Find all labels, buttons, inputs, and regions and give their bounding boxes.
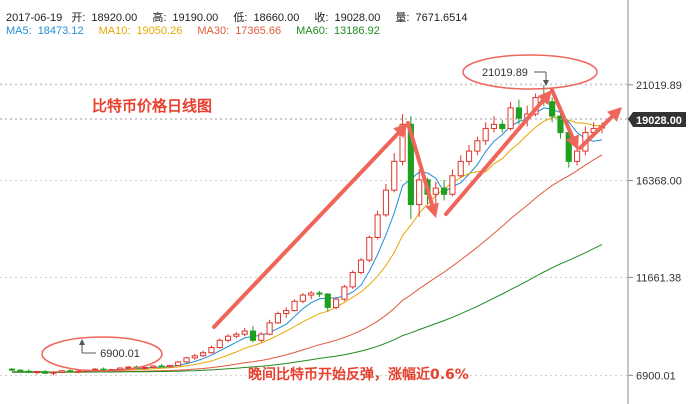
candle xyxy=(333,297,340,310)
ma30-line xyxy=(11,154,603,373)
candle xyxy=(391,153,398,193)
candle xyxy=(573,146,581,166)
header-close: 收: 19028.00 xyxy=(314,12,381,24)
candle xyxy=(324,293,331,312)
candle xyxy=(499,120,506,133)
header-volume: 量: 7671.6514 xyxy=(395,12,468,24)
candle xyxy=(299,293,306,304)
high-pointer-head xyxy=(543,80,549,86)
header-date: 2017-06-19 xyxy=(6,12,63,24)
moving-average-lines xyxy=(11,107,603,373)
arrow-pullback xyxy=(406,121,439,218)
candle xyxy=(75,370,82,374)
candle xyxy=(374,210,381,240)
y-tick-label-3: 6900.01 xyxy=(636,370,676,382)
ma60-line xyxy=(12,244,603,373)
header-open: 开: 18920.00 xyxy=(71,12,138,24)
candle xyxy=(233,332,240,339)
candle xyxy=(366,235,373,263)
candle xyxy=(416,169,423,217)
trend-arrows xyxy=(212,88,622,329)
arrow-rebound xyxy=(578,107,622,150)
candle xyxy=(249,325,257,343)
candle xyxy=(191,353,198,360)
candle xyxy=(224,334,232,343)
candle xyxy=(150,365,157,369)
ma10-line xyxy=(11,116,603,373)
candle xyxy=(449,169,456,197)
candle xyxy=(382,184,390,217)
candle xyxy=(241,328,248,337)
candle xyxy=(166,364,173,369)
candle xyxy=(283,307,290,318)
candle xyxy=(141,366,149,370)
chart-title: 比特币价格日线图 xyxy=(92,97,212,115)
candle xyxy=(474,136,481,156)
candle xyxy=(341,284,348,302)
current-price-marker: 19028.00 xyxy=(628,112,686,127)
candle xyxy=(175,360,182,367)
chart-annotation: 晚间比特币开始反弹，涨幅近0.6% xyxy=(248,366,469,383)
candle xyxy=(183,356,190,363)
candle xyxy=(557,112,564,139)
current-price-label: 19028.00 xyxy=(636,115,682,127)
candle xyxy=(266,319,273,336)
arrow-rise-1 xyxy=(212,123,408,329)
candle xyxy=(158,364,165,368)
candle xyxy=(432,181,439,205)
candle xyxy=(457,155,464,178)
low-pointer-head xyxy=(79,339,85,345)
ohlc-header: 2017-06-19 开: 18920.00 高: 19190.00 低: 18660… xyxy=(6,9,479,25)
candle xyxy=(349,270,356,289)
candle xyxy=(357,258,365,275)
candle xyxy=(258,332,265,343)
candle xyxy=(58,370,65,374)
candle xyxy=(100,367,107,371)
candle xyxy=(399,114,406,166)
candle xyxy=(50,371,57,376)
candle xyxy=(316,290,323,298)
candle xyxy=(549,97,556,123)
header-low: 低: 18660.00 xyxy=(233,12,300,24)
header-ma30: MA30: 17365.66 xyxy=(197,25,282,37)
high-price-label: 21019.89 xyxy=(482,67,528,79)
candle xyxy=(17,369,24,373)
header-ma60: MA60: 13186.92 xyxy=(296,25,380,37)
candle xyxy=(216,338,223,349)
candle xyxy=(274,311,281,324)
low-ellipse xyxy=(41,336,163,372)
candle xyxy=(67,369,74,373)
header-high: 高: 19190.00 xyxy=(152,12,219,24)
arrow-drop xyxy=(550,88,579,150)
header-ma5: MA5: 18473.12 xyxy=(6,25,84,37)
header-ma10: MA10: 19050.26 xyxy=(98,25,183,37)
low-price-label: 6900.01 xyxy=(100,348,140,360)
high-ellipse xyxy=(462,54,598,90)
candle xyxy=(200,350,207,357)
candle xyxy=(515,99,522,125)
candle xyxy=(42,370,49,374)
candle xyxy=(291,299,298,312)
candle xyxy=(208,345,215,354)
candle xyxy=(490,116,498,133)
y-tick-label-1: 16368.00 xyxy=(636,176,682,188)
candle xyxy=(465,144,473,166)
candle xyxy=(308,290,315,300)
y-axis: 21019.89 16368.00 11661.38 6900.01 xyxy=(628,80,682,382)
candle xyxy=(33,370,41,375)
candle xyxy=(8,368,16,372)
y-tick-label-2: 11661.38 xyxy=(636,272,681,284)
y-tick-label-0: 21019.89 xyxy=(636,80,682,92)
candle xyxy=(25,369,32,374)
candle xyxy=(507,101,514,131)
candle xyxy=(482,122,489,145)
ma-header: MA5: 18473.12 MA10: 19050.26 MA30: 17365.66… xyxy=(6,25,392,37)
candle xyxy=(441,179,448,201)
arrow-rise-2 xyxy=(444,90,552,216)
